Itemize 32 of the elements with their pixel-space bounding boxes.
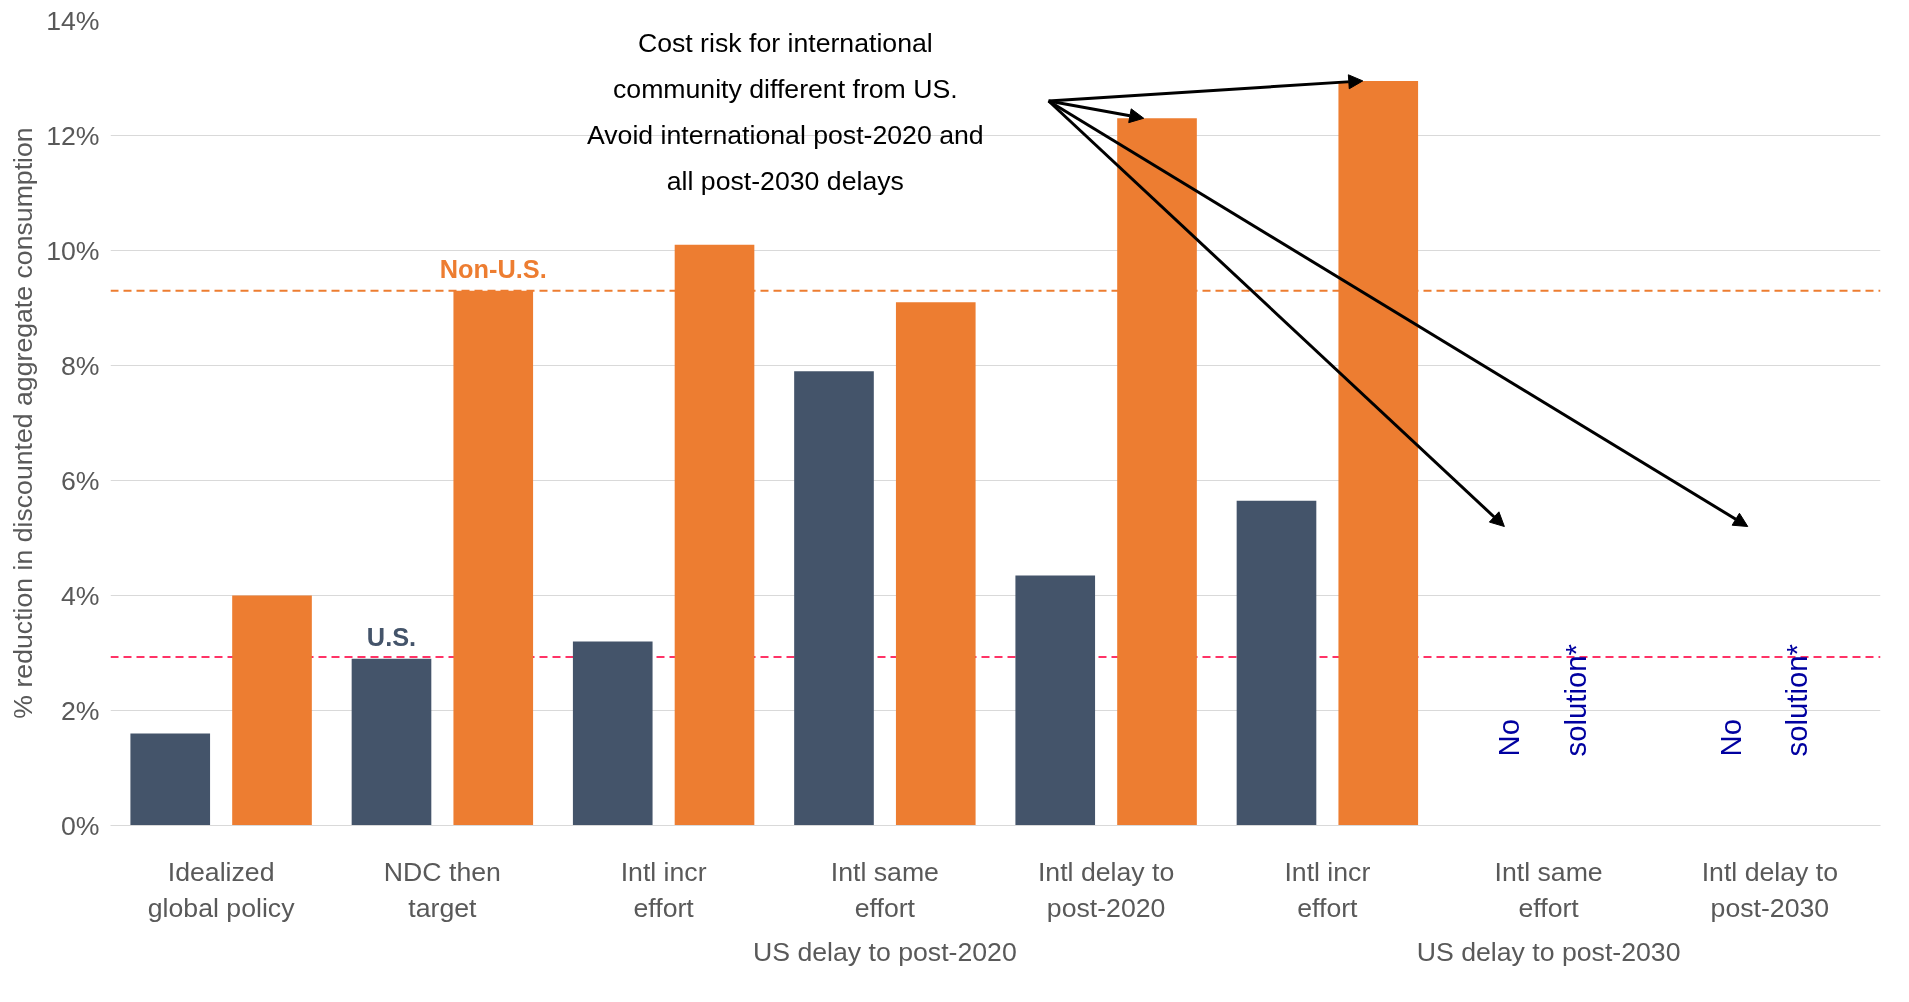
- bar: [1015, 575, 1096, 826]
- bar: [232, 595, 312, 826]
- bar: [895, 302, 976, 826]
- y-tick-label: 12%: [46, 120, 100, 151]
- annotation: Cost risk for international community different from US. Avoid international post-2020 and all post-2030 delays: [586, 27, 984, 196]
- text: US delay to post-2030: [1416, 936, 1681, 967]
- y-tick-label: 0%: [60, 810, 100, 841]
- x-tick-label: Intl incr effort: [1284, 856, 1371, 923]
- y-axis-title: % reduction in discounted aggregate consumption: [8, 127, 39, 719]
- annotation: No solution*: [1713, 643, 1813, 757]
- x-tick-label: Intl delay to post-2020: [1037, 856, 1175, 923]
- x-tick-label: NDC then target: [383, 856, 501, 923]
- series-label: U.S.: [366, 622, 417, 651]
- y-tick-label: 6%: [60, 465, 100, 496]
- bar: [351, 658, 432, 826]
- bar: [794, 371, 874, 826]
- x-tick-label: Intl incr effort: [620, 856, 707, 923]
- bar: [1236, 500, 1317, 826]
- y-tick-label: 10%: [46, 235, 100, 266]
- x-tick-label: Intl delay to post-2030: [1701, 856, 1839, 923]
- y-tick-label: 8%: [60, 350, 100, 381]
- x-tick-label: Idealized global policy: [147, 856, 296, 923]
- text: US delay to post-2020: [752, 936, 1017, 967]
- y-tick-label: 2%: [60, 695, 100, 726]
- annotation: No solution*: [1492, 643, 1592, 757]
- x-tick-label: Intl same effort: [1494, 856, 1603, 923]
- y-tick-label: 4%: [60, 580, 100, 611]
- bar: [572, 641, 653, 826]
- series-label: Non-U.S.: [439, 254, 547, 283]
- y-tick-label: 14%: [46, 5, 100, 36]
- x-tick-label: Intl same effort: [830, 856, 939, 923]
- bar: [130, 733, 211, 826]
